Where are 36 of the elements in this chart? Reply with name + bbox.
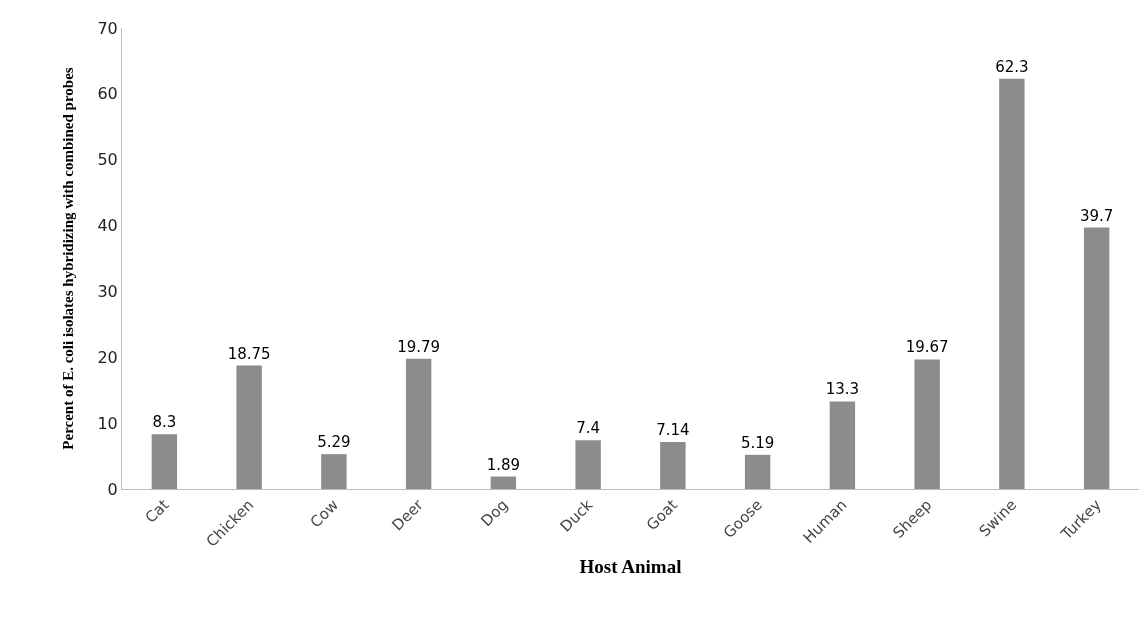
bar: [914, 359, 940, 489]
y-axis-title: Percent of E. coli isolates hybridizing with combined probes: [59, 67, 76, 450]
data-label: 7.4: [576, 419, 601, 438]
y-tick-label: 30: [97, 282, 118, 302]
y-tick-label: 60: [97, 84, 118, 104]
data-label: 8.3: [152, 413, 177, 432]
x-axis-title: Host Animal: [579, 556, 682, 578]
bar: [1083, 227, 1110, 489]
y-tick-label: 70: [97, 18, 118, 38]
bar: [744, 454, 771, 489]
x-tick-label: Dog: [477, 495, 512, 531]
data-label: 5.29: [317, 433, 351, 452]
data-label: 1.89: [486, 455, 521, 474]
bar: [151, 434, 178, 489]
bar: [405, 358, 432, 489]
data-label: 62.3: [995, 57, 1029, 76]
y-tick-label: 0: [107, 479, 118, 499]
data-label: 19.67: [905, 338, 949, 357]
data-label: 39.7: [1079, 206, 1114, 225]
data-label: 18.75: [227, 344, 271, 363]
data-label: 5.19: [740, 433, 775, 452]
bar: [829, 401, 856, 489]
y-tick-label: 50: [97, 150, 118, 170]
bar: [236, 365, 262, 489]
bar: [490, 476, 517, 489]
bar: [321, 454, 347, 489]
data-label: 7.14: [656, 420, 690, 439]
data-label: 13.3: [825, 380, 860, 399]
y-tick-label: 40: [97, 216, 118, 236]
x-tick-label: Cat: [141, 495, 173, 527]
bar: [575, 440, 601, 489]
bar: [660, 441, 686, 489]
bar: [999, 78, 1025, 489]
y-tick-label: 10: [97, 413, 118, 433]
data-label: 19.79: [397, 337, 441, 356]
y-tick-label: 20: [97, 347, 118, 367]
